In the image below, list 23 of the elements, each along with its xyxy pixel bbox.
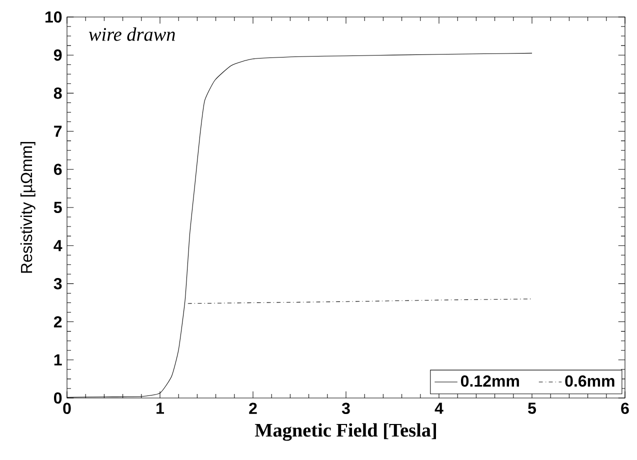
y-axis-title: Resistivity [µΩmm] bbox=[20, 142, 36, 273]
x-tick-label: 1 bbox=[156, 402, 164, 414]
y-tick-label: 9 bbox=[54, 49, 62, 61]
y-tick-label: 10 bbox=[46, 11, 62, 23]
x-tick-label: 6 bbox=[621, 402, 629, 414]
y-tick-label: 1 bbox=[54, 354, 62, 366]
y-tick-label: 4 bbox=[54, 240, 62, 252]
y-tick-label: 0 bbox=[54, 392, 62, 404]
x-tick-label: 3 bbox=[342, 402, 350, 414]
x-axis-title: Magnetic Field [Tesla] bbox=[254, 423, 436, 441]
y-tick-label: 7 bbox=[54, 126, 62, 137]
annotation: wire drawn bbox=[88, 27, 175, 41]
legend-label: 0.6mm bbox=[565, 375, 614, 387]
legend-label: 0.12mm bbox=[460, 375, 519, 387]
y-tick-label: 6 bbox=[54, 164, 62, 176]
y-tick-label: 8 bbox=[54, 88, 62, 99]
x-tick-label: 2 bbox=[249, 402, 257, 414]
x-tick-label: 0 bbox=[63, 402, 71, 414]
y-tick-label: 2 bbox=[54, 316, 62, 328]
x-tick-label: 4 bbox=[434, 402, 444, 414]
x-tick-label: 5 bbox=[528, 402, 536, 414]
y-tick-label: 5 bbox=[54, 202, 62, 214]
y-tick-label: 3 bbox=[54, 278, 62, 290]
